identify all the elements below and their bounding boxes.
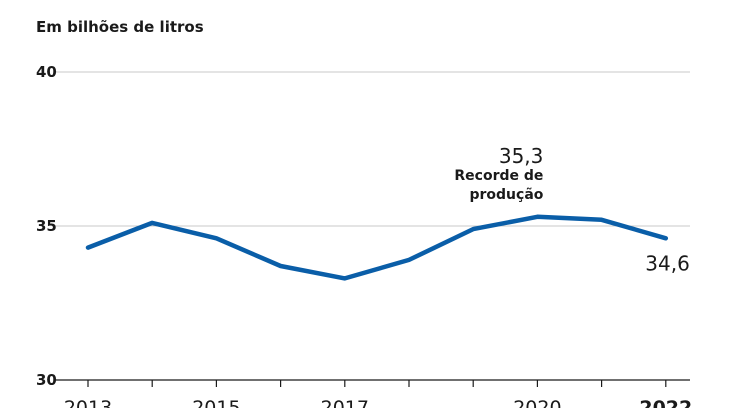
y-tick-label-35: 35 [36, 217, 57, 235]
x-tick-label-2017: 2017 [321, 397, 369, 408]
chart-subtitle: Em bilhões de litros [36, 18, 204, 36]
x-tick-label-2013: 2013 [64, 397, 112, 408]
data-label-last: 34,6 [645, 251, 690, 275]
x-tick-label-2022: 2022 [639, 397, 692, 408]
x-tick-label-2015: 2015 [192, 397, 240, 408]
gridlines [54, 71, 690, 227]
annotation-line1: Recorde de [454, 168, 543, 184]
x-axis-tick-labels: 2013 2015 2017 2020 2022 [64, 397, 692, 408]
y-tick-label-40: 40 [36, 63, 57, 81]
y-axis-ticks: 40 35 30 [36, 63, 57, 389]
x-tick-label-2020: 2020 [513, 397, 561, 408]
annotation-line2: produção [469, 187, 543, 203]
y-tick-label-30: 30 [36, 371, 57, 389]
data-label-peak: 35,3 [499, 144, 544, 168]
x-axis [54, 379, 690, 387]
series-line [85, 214, 669, 281]
